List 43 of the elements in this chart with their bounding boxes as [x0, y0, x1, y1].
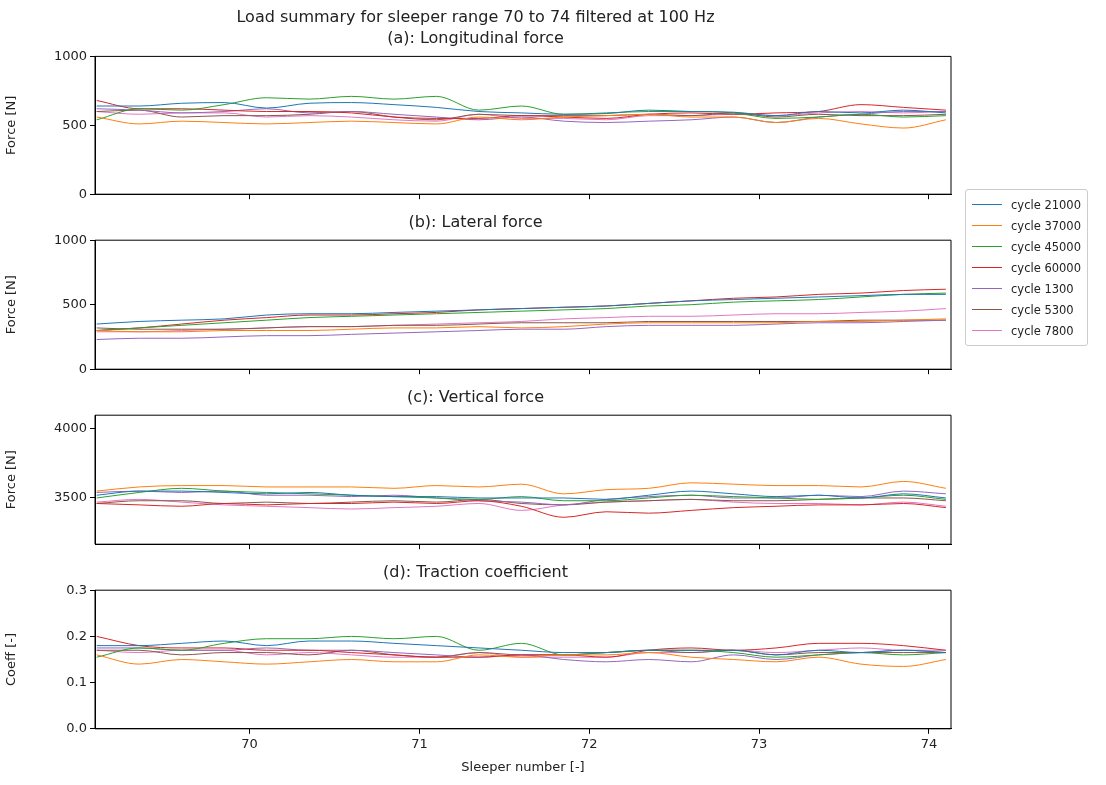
line-series	[96, 319, 947, 341]
line-series	[96, 113, 947, 129]
x-tick-label: 70	[241, 735, 258, 751]
line-series	[96, 652, 947, 667]
x-tick-label: 71	[411, 735, 428, 751]
chart-title: (d): Traction coefficient	[383, 561, 568, 581]
y-tick-label: 0.2	[66, 627, 87, 643]
y-axis-title: Force [N]	[3, 450, 19, 510]
legend-label: cycle 21000	[1011, 197, 1081, 212]
y-tick-label: 1000	[53, 231, 87, 247]
y-tick-label: 3500	[53, 489, 87, 505]
chart-subtitle: (a): Longitudinal force	[387, 27, 564, 47]
y-axis-title: Force [N]	[3, 275, 19, 335]
y-tick-label: 4000	[53, 420, 87, 436]
legend-label: cycle 37000	[1011, 218, 1081, 233]
y-axis-title: Coeff [-]	[3, 633, 19, 686]
x-axis-title: Sleeper number [-]	[461, 758, 585, 774]
x-tick-label: 73	[750, 735, 768, 751]
y-tick-label: 0.0	[66, 720, 87, 736]
y-tick-label: 0	[78, 185, 87, 201]
y-tick-label: 500	[62, 296, 87, 312]
line-series	[96, 293, 947, 325]
line-series	[96, 640, 947, 656]
y-tick-label: 0	[78, 360, 87, 376]
chart-title: Load summary for sleeper range 70 to 74 filtered at 100 Hz	[236, 6, 715, 26]
x-tick-label: 72	[580, 735, 598, 751]
y-tick-label: 1000	[53, 47, 87, 63]
legend-label: cycle 5300	[1011, 302, 1074, 317]
y-tick-label: 500	[62, 116, 87, 132]
x-tick-label: 74	[920, 735, 938, 751]
y-tick-label: 0.1	[66, 673, 87, 689]
line-series	[96, 95, 947, 121]
chart-title: (c): Vertical force	[406, 386, 545, 406]
legend-label: cycle 7800	[1011, 323, 1074, 338]
legend-label: cycle 45000	[1011, 239, 1081, 254]
chart-title: (b): Lateral force	[408, 211, 543, 231]
line-series	[96, 635, 947, 658]
y-axis-title: Force [N]	[3, 95, 19, 155]
line-series	[96, 480, 947, 495]
y-tick-label: 0.3	[66, 581, 87, 597]
legend-label: cycle 60000	[1011, 260, 1081, 275]
legend-label: cycle 1300	[1011, 281, 1074, 296]
line-series	[96, 500, 947, 518]
